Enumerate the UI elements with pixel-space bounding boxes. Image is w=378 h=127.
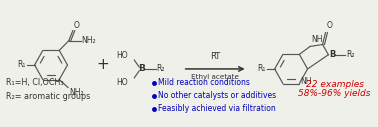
Text: 22 examples: 22 examples xyxy=(306,80,364,89)
Text: R₂: R₂ xyxy=(346,50,354,59)
Text: RT: RT xyxy=(210,52,220,61)
Text: R₂: R₂ xyxy=(156,64,165,73)
Text: NH₂: NH₂ xyxy=(82,36,96,45)
Text: Mild reaction conditions: Mild reaction conditions xyxy=(158,78,250,87)
Text: NH: NH xyxy=(300,77,311,86)
Text: NH₂: NH₂ xyxy=(69,88,84,97)
Text: NH: NH xyxy=(311,35,322,44)
Text: R₁=H, Cl,OCH₃: R₁=H, Cl,OCH₃ xyxy=(6,78,63,87)
Text: HO: HO xyxy=(116,51,127,60)
Text: R₁: R₁ xyxy=(17,60,26,69)
Text: R₂= aromatic groups: R₂= aromatic groups xyxy=(6,92,90,101)
Text: O: O xyxy=(327,21,332,30)
Text: HO: HO xyxy=(116,78,127,87)
Text: B: B xyxy=(329,50,336,59)
Text: No other catalysts or additives: No other catalysts or additives xyxy=(158,91,277,100)
Text: +: + xyxy=(96,58,109,73)
Text: Ethyl acetate: Ethyl acetate xyxy=(191,74,239,80)
Text: R₁: R₁ xyxy=(257,64,266,73)
Text: Feasibly achieved via filtration: Feasibly achieved via filtration xyxy=(158,104,276,113)
Text: O: O xyxy=(74,21,80,30)
Text: B: B xyxy=(138,64,144,73)
Text: 58%-96% yields: 58%-96% yields xyxy=(299,89,371,98)
